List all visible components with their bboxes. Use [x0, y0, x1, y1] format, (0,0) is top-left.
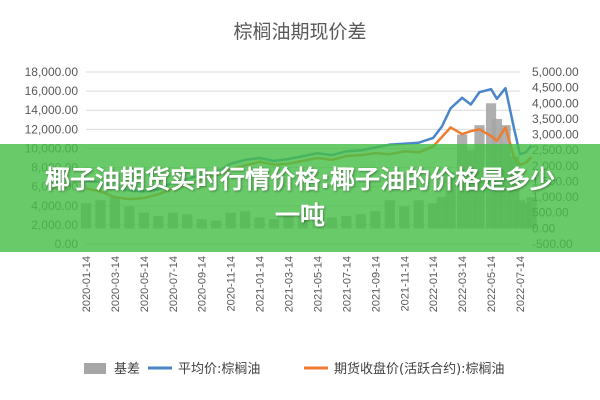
legend-label: 基差: [114, 362, 140, 377]
x-tick-label: 2020-07-14: [168, 256, 180, 312]
legend-swatch-basis: [84, 363, 106, 374]
right-tick-label: 4,000.00: [532, 96, 579, 110]
x-tick-label: 2020-09-14: [197, 256, 209, 312]
legend-label: 平均价:棕榈油: [178, 362, 260, 377]
x-tick-label: 2021-11-14: [399, 256, 411, 311]
left-tick-label: 18,000.00: [25, 65, 79, 79]
x-tick-label: 2021-09-14: [370, 256, 382, 312]
x-tick-label: 2021-07-14: [341, 256, 353, 312]
headline-text: 椰子油期货实时行情价格:椰子油的价格是多少一吨: [45, 165, 555, 230]
headline-banner: 椰子油期货实时行情价格:椰子油的价格是多少一吨: [0, 144, 600, 252]
legend-label: 期货收盘价(活跃合约):棕榈油: [334, 361, 505, 377]
right-tick-label: 5,000.00: [532, 65, 579, 79]
right-tick-label: 3,500.00: [532, 112, 579, 126]
x-tick-label: 2020-01-14: [81, 256, 93, 312]
x-tick-label: 2021-03-14: [284, 256, 296, 312]
right-tick-label: 3,000.00: [532, 128, 579, 142]
x-tick-label: 2022-05-14: [486, 256, 498, 312]
left-tick-label: 16,000.00: [25, 84, 79, 98]
left-tick-label: 12,000.00: [25, 122, 79, 136]
x-tick-label: 2020-05-14: [139, 256, 151, 312]
x-axis-ticks: 2020-01-14 2020-03-14 2020-05-14 2020-07-14…: [81, 256, 527, 312]
x-tick-label: 2021-05-14: [312, 256, 324, 312]
chart-title: 棕榈油期现价差: [233, 21, 366, 43]
x-tick-label: 2021-01-14: [255, 256, 267, 312]
x-tick-label: 2020-11-14: [226, 256, 238, 311]
right-tick-label: 4,500.00: [532, 81, 579, 95]
x-tick-label: 2020-03-14: [110, 256, 122, 312]
x-tick-label: 2022-01-14: [428, 256, 440, 312]
x-tick-label: 2022-03-14: [457, 256, 469, 312]
legend: 基差 平均价:棕榈油 期货收盘价(活跃合约):棕榈油: [84, 361, 505, 377]
x-tick-label: 2022-07-14: [515, 256, 527, 312]
left-tick-label: 14,000.00: [25, 103, 79, 117]
